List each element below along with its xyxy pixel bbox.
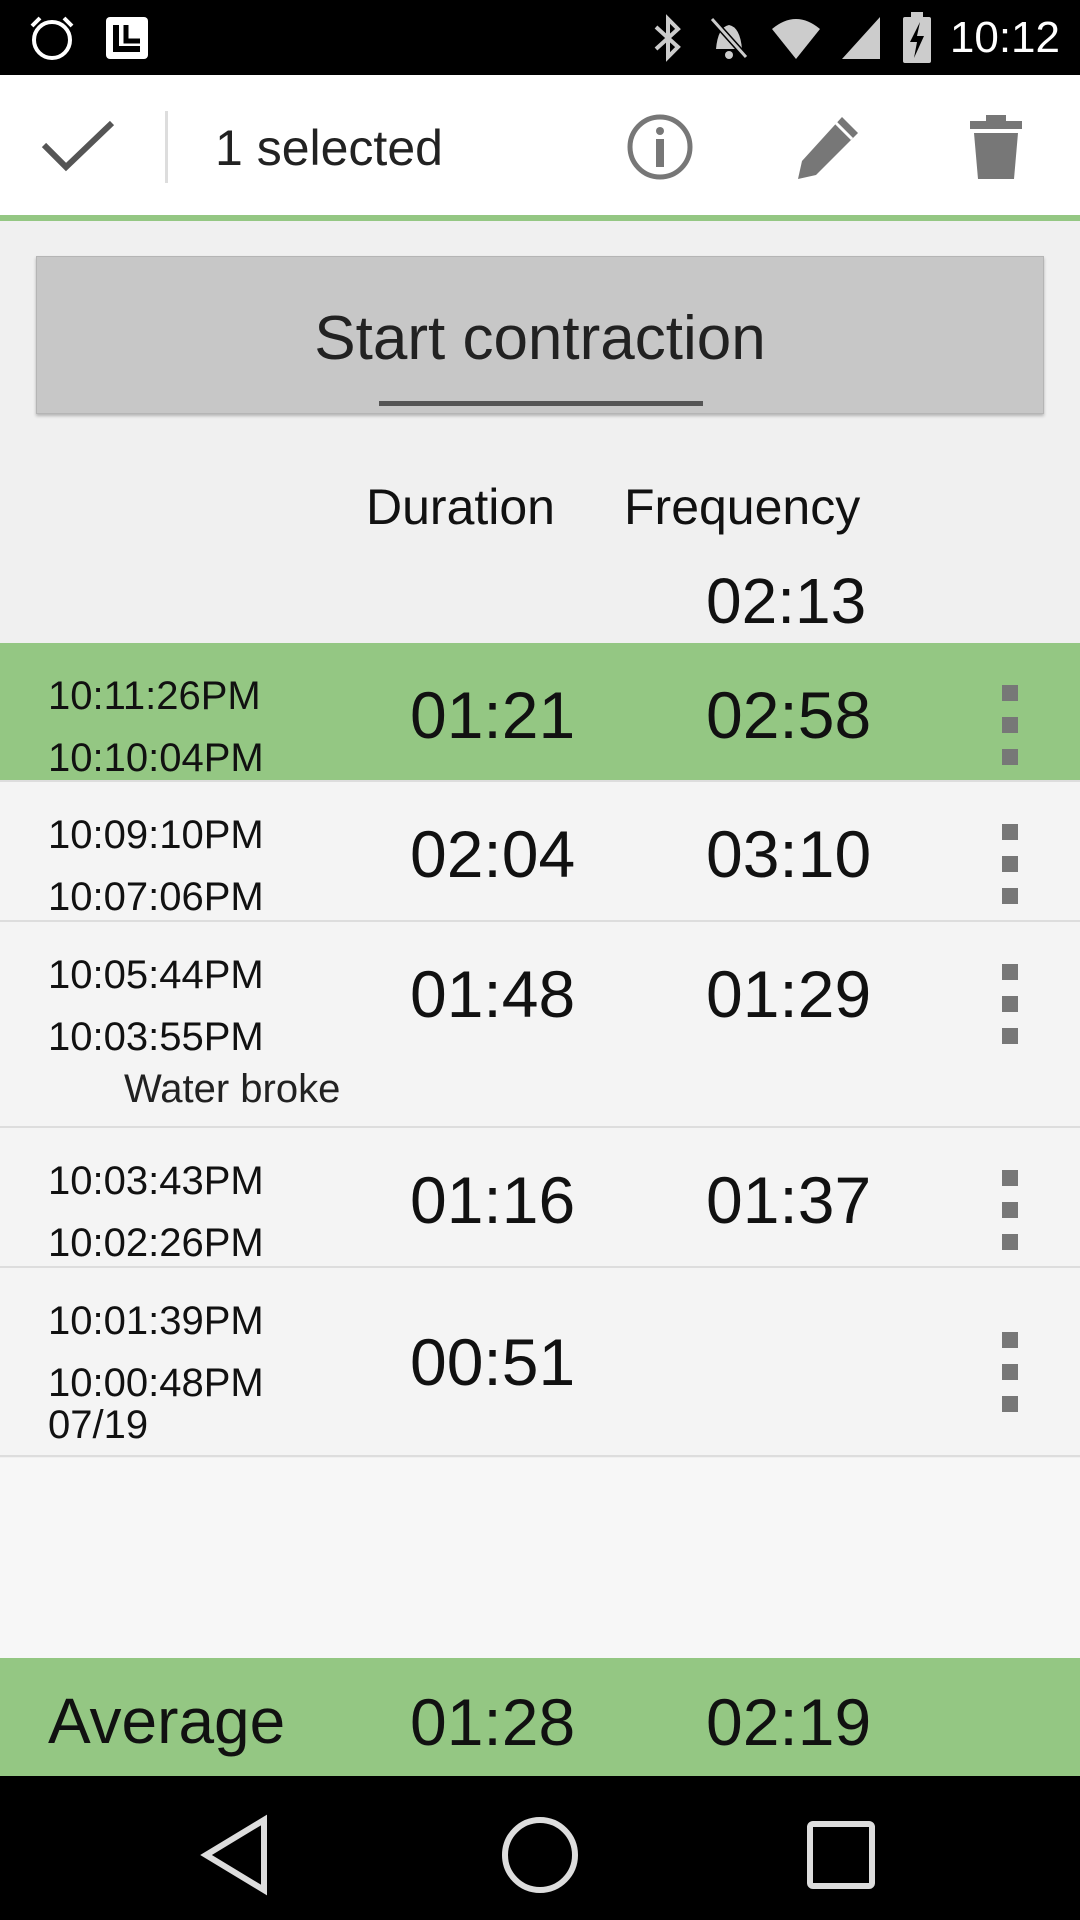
check-icon[interactable] <box>38 115 118 175</box>
alarm-clock-icon <box>30 16 74 60</box>
contraction-date: 07/19 <box>48 1403 149 1447</box>
delete-icon[interactable] <box>960 111 1032 183</box>
selection-count: 1 selected <box>215 120 443 176</box>
end-time: 10:05:44PM <box>48 953 264 997</box>
duration-header: Duration <box>366 479 555 535</box>
button-underline <box>379 401 703 406</box>
duration-value: 00:51 <box>410 1325 576 1399</box>
back-icon[interactable] <box>192 1810 282 1900</box>
battery-icon <box>902 12 931 63</box>
end-time: 10:09:10PM <box>48 813 264 857</box>
overflow-menu-icon[interactable] <box>998 1170 1022 1250</box>
current-frequency: 02:13 <box>706 565 867 637</box>
app-notification-icon <box>106 17 148 59</box>
average-frequency: 02:19 <box>706 1685 872 1759</box>
contraction-times: 10:03:43PM 10:02:26PM <box>48 1150 264 1274</box>
start-time: 10:02:26PM <box>48 1221 264 1265</box>
signal-icon <box>841 17 880 59</box>
home-icon[interactable] <box>495 1810 585 1900</box>
overflow-menu-icon[interactable] <box>998 824 1022 904</box>
wifi-icon <box>771 19 820 59</box>
edit-icon[interactable] <box>792 111 864 183</box>
frequency-header: Frequency <box>624 479 861 535</box>
duration-value: 01:16 <box>410 1163 576 1237</box>
overflow-menu-icon[interactable] <box>998 964 1022 1044</box>
frequency-value: 01:37 <box>706 1163 872 1237</box>
contraction-row[interactable]: 10:09:10PM 10:07:06PM 02:04 03:10 <box>0 782 1080 922</box>
start-time: 10:07:06PM <box>48 875 264 919</box>
contraction-times: 10:11:26PM 10:10:04PM <box>48 665 264 789</box>
contraction-row[interactable]: 10:05:44PM 10:03:55PM 01:48 01:29 Water … <box>0 922 1080 1128</box>
start-time: 10:10:04PM <box>48 736 264 780</box>
clock-time: 10:12 <box>949 13 1060 62</box>
start-contraction-label: Start contraction <box>314 304 766 373</box>
average-label: Average <box>48 1685 286 1757</box>
overflow-menu-icon[interactable] <box>998 1332 1022 1412</box>
start-contraction-button[interactable]: Start contraction <box>36 256 1044 414</box>
divider <box>165 111 168 183</box>
mute-icon <box>709 16 749 60</box>
frequency-value: 02:58 <box>706 678 872 752</box>
navigation-bar <box>0 1776 1080 1920</box>
overflow-menu-icon[interactable] <box>998 685 1022 765</box>
end-time: 10:11:26PM <box>48 674 261 718</box>
contraction-list: 10:11:26PM 10:10:04PM 01:21 02:58 10:09:… <box>0 643 1080 1457</box>
average-bar: Average 01:28 02:19 <box>0 1658 1080 1776</box>
duration-value: 01:48 <box>410 957 576 1031</box>
frequency-value: 03:10 <box>706 817 872 891</box>
contraction-times: 10:01:39PM 10:00:48PM <box>48 1290 264 1414</box>
recents-icon[interactable] <box>796 1810 886 1900</box>
end-time: 10:03:43PM <box>48 1159 264 1203</box>
contraction-row[interactable]: 10:03:43PM 10:02:26PM 01:16 01:37 <box>0 1128 1080 1268</box>
duration-value: 01:21 <box>410 678 576 752</box>
status-bar: 10:12 <box>0 0 1080 75</box>
frequency-value: 01:29 <box>706 957 872 1031</box>
end-time: 10:01:39PM <box>48 1299 264 1343</box>
contraction-times: 10:05:44PM 10:03:55PM <box>48 944 264 1068</box>
contraction-note: Water broke <box>124 1067 341 1111</box>
info-icon[interactable] <box>624 111 696 183</box>
contextual-action-bar: 1 selected <box>0 75 1080 221</box>
contraction-row[interactable]: 10:01:39PM 10:00:48PM 00:51 07/19 <box>0 1268 1080 1457</box>
start-time: 10:00:48PM <box>48 1361 264 1405</box>
average-duration: 01:28 <box>410 1685 576 1759</box>
bluetooth-icon <box>654 14 681 62</box>
contraction-row[interactable]: 10:11:26PM 10:10:04PM 01:21 02:58 <box>0 643 1080 782</box>
start-time: 10:03:55PM <box>48 1015 264 1059</box>
contraction-times: 10:09:10PM 10:07:06PM <box>48 804 264 928</box>
duration-value: 02:04 <box>410 817 576 891</box>
list-empty-area <box>0 1458 1080 1658</box>
